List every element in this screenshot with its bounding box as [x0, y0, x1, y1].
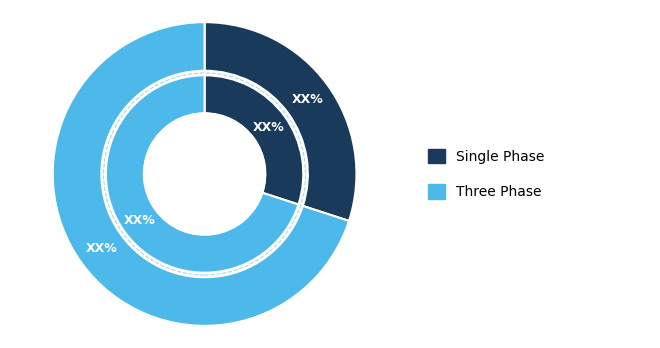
Wedge shape: [106, 75, 298, 273]
Wedge shape: [205, 75, 304, 205]
Text: XX%: XX%: [253, 121, 285, 134]
Text: XX%: XX%: [292, 93, 323, 105]
Text: XX%: XX%: [86, 243, 117, 255]
Legend: Single Phase, Three Phase: Single Phase, Three Phase: [423, 143, 550, 205]
Wedge shape: [205, 22, 356, 221]
Text: XX%: XX%: [124, 214, 156, 227]
Wedge shape: [53, 22, 349, 326]
Circle shape: [144, 113, 265, 235]
